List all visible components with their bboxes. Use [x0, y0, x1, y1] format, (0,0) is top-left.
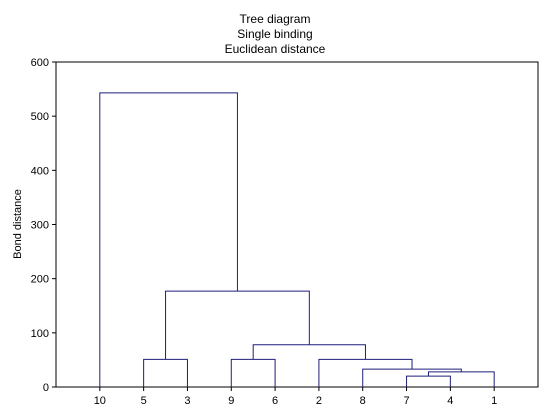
merge-link-5-3-9-6-2-8-7-4-1: [165, 290, 310, 360]
x-tick-label-3: 3: [184, 395, 190, 407]
x-tick-label-7: 7: [403, 395, 409, 407]
x-tick-label-8: 8: [360, 395, 366, 407]
x-axis: 10 5 3 9 6 2 8 7 4 1: [94, 387, 497, 407]
y-tick-label-0: 0: [43, 382, 49, 394]
x-tick-label-9: 9: [228, 395, 234, 407]
merge-link-10-5-3-9-6-2-8-7-4-1: [99, 92, 238, 387]
y-axis: 0 100 200 300 400 500 600: [31, 57, 56, 394]
chart-title-line-3: Euclidean distance: [224, 42, 326, 56]
x-tick-label-4: 4: [447, 395, 453, 407]
x-tick-label-2: 2: [316, 395, 322, 407]
x-tick-label-6: 6: [272, 395, 278, 407]
y-tick-label-4: 400: [31, 165, 49, 177]
plot-frame: [55, 61, 539, 388]
merge-link-7-4: [406, 375, 451, 387]
y-tick-label-3: 300: [31, 220, 49, 232]
chart-title-line-2: Single binding: [237, 27, 313, 41]
merge-link-5-3: [143, 358, 188, 387]
y-tick-label-1: 100: [31, 328, 49, 340]
x-tick-label-1: 1: [491, 395, 497, 407]
x-tick-label-10: 10: [94, 395, 106, 407]
y-tick-label-5: 500: [31, 111, 49, 123]
merge-link-9-6: [230, 358, 276, 387]
y-axis-title: Bond distance: [12, 189, 24, 259]
merge-link-7-4-1: [427, 371, 495, 387]
dendrogram-links: [99, 92, 495, 387]
chart-title-line-1: Tree diagram: [239, 12, 311, 26]
y-tick-label-6: 600: [31, 57, 49, 69]
merge-link-9-6-2-8-7-4-1: [252, 344, 366, 360]
y-tick-label-2: 200: [31, 274, 49, 286]
x-tick-label-5: 5: [141, 395, 147, 407]
merge-link-2-8-7-4-1: [318, 358, 413, 387]
